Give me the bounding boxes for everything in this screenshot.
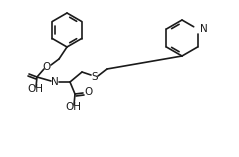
Text: S: S bbox=[92, 72, 98, 82]
Text: O: O bbox=[43, 62, 51, 72]
Text: OH: OH bbox=[65, 102, 81, 112]
Text: OH: OH bbox=[27, 84, 43, 94]
Text: N: N bbox=[200, 24, 207, 34]
Text: N: N bbox=[51, 77, 59, 87]
Text: O: O bbox=[85, 87, 93, 97]
